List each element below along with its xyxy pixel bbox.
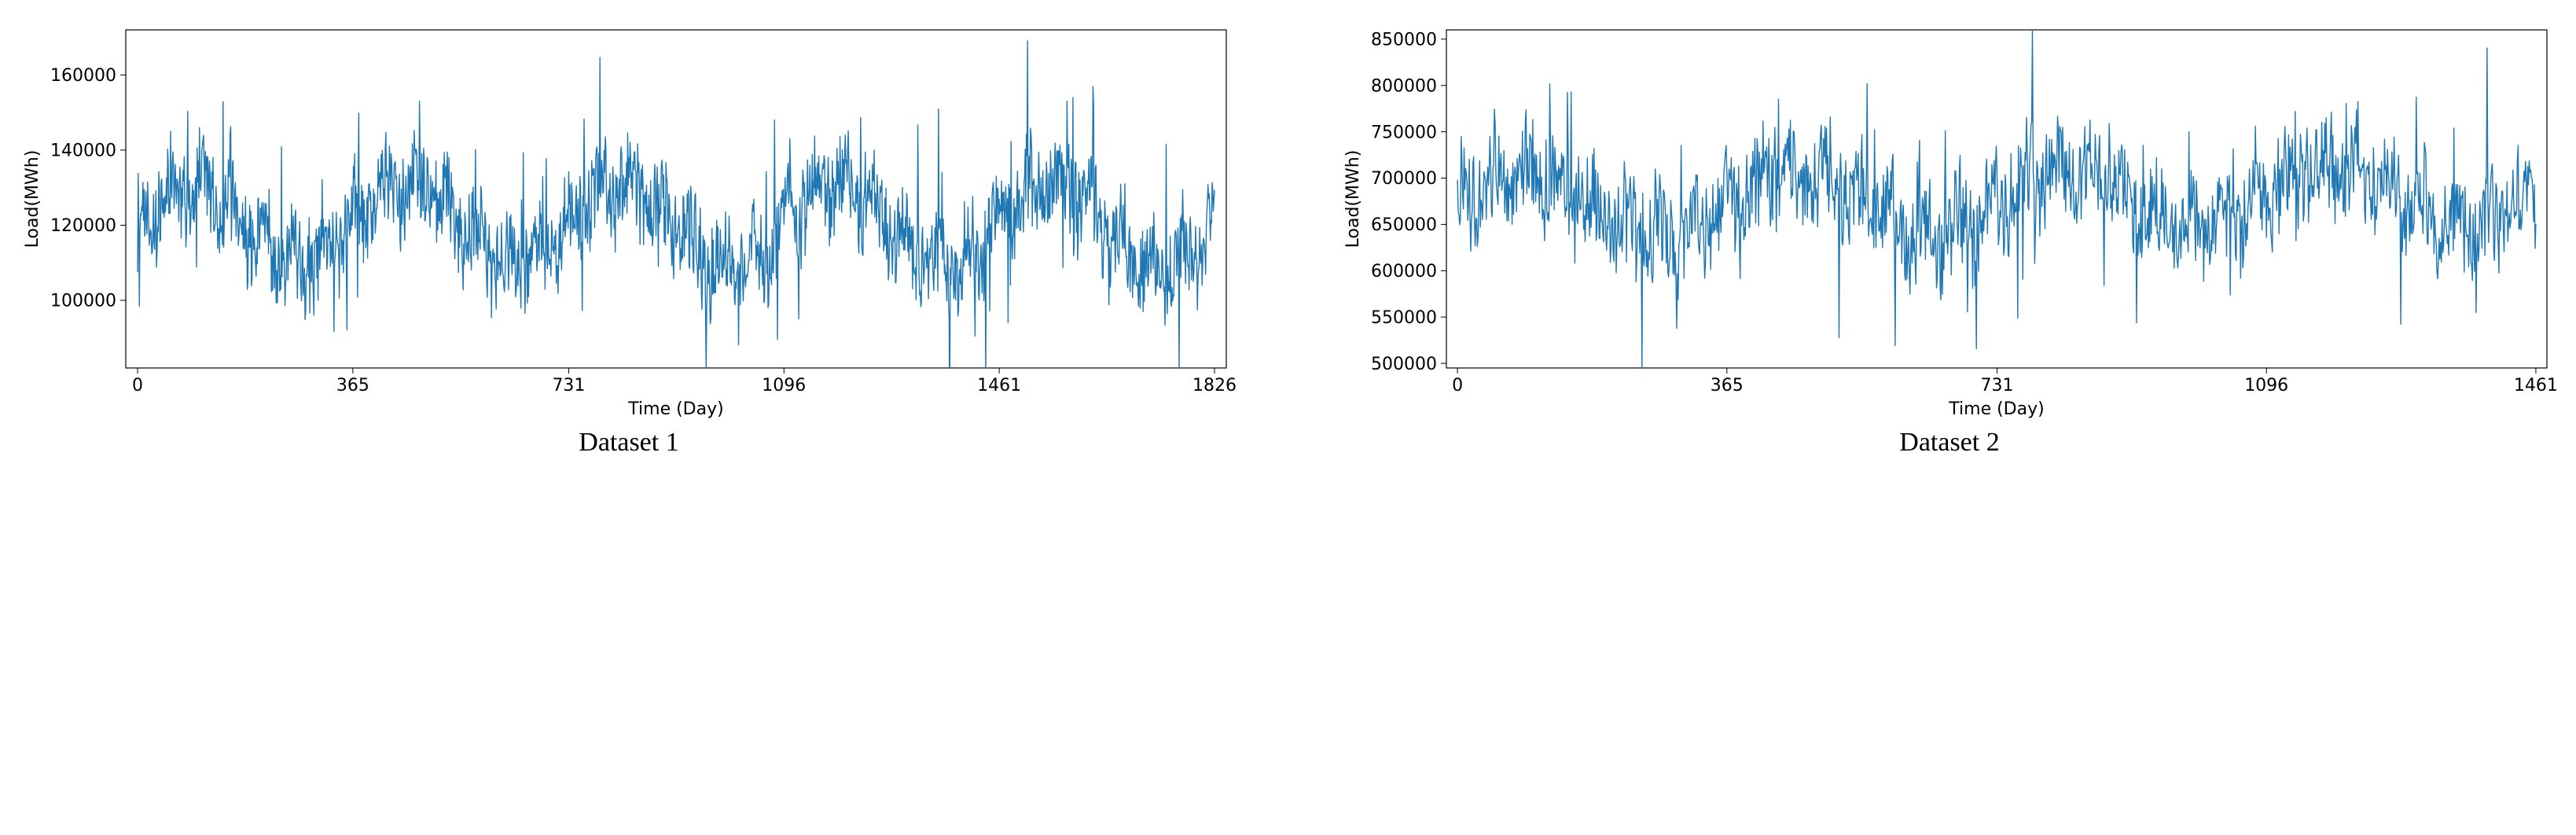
svg-text:731: 731 [552,376,585,395]
svg-text:800000: 800000 [1371,76,1437,96]
line-chart-dataset-2: 0 365 731 1096 1461 500000 550000 600000 650000 7… [1336,16,2563,423]
svg-text:1096: 1096 [762,376,806,395]
svg-text:550000: 550000 [1371,308,1437,328]
chart-dataset-2: 0 365 731 1096 1461 500000 550000 600000 650000 7… [1336,16,2563,423]
svg-text:1461: 1461 [2514,376,2558,395]
caption-dataset-2: Dataset 2 [1899,428,1999,458]
svg-text:365: 365 [1711,376,1744,395]
svg-text:650000: 650000 [1371,215,1437,235]
svg-text:120000: 120000 [50,216,116,236]
svg-text:Time (Day): Time (Day) [1948,399,2044,419]
svg-text:1461: 1461 [977,376,1021,395]
svg-text:Time (Day): Time (Day) [627,399,723,419]
svg-text:0: 0 [1452,376,1463,395]
svg-text:365: 365 [336,376,369,395]
svg-text:160000: 160000 [50,66,116,86]
svg-text:850000: 850000 [1371,30,1437,50]
svg-text:731: 731 [1980,376,2013,395]
svg-text:1096: 1096 [2244,376,2288,395]
svg-text:600000: 600000 [1371,262,1437,281]
svg-text:Load(MWh): Load(MWh) [1343,150,1363,248]
svg-text:750000: 750000 [1371,123,1437,142]
svg-text:Load(MWh): Load(MWh) [23,150,42,248]
svg-text:0: 0 [132,376,143,395]
svg-text:700000: 700000 [1371,169,1437,189]
line-chart-dataset-1: 0 365 731 1096 1461 1826 100000 120000 140000 160… [16,16,1242,423]
chart-dataset-1: 0 365 731 1096 1461 1826 100000 120000 140000 160… [16,16,1242,423]
caption-dataset-1: Dataset 1 [579,428,678,458]
svg-text:1826: 1826 [1192,376,1237,395]
panel-dataset-1: 0 365 731 1096 1461 1826 100000 120000 140000 160… [16,16,1242,458]
svg-text:500000: 500000 [1371,355,1437,374]
svg-text:100000: 100000 [50,292,116,311]
svg-text:140000: 140000 [50,142,116,161]
panel-dataset-2: 0 365 731 1096 1461 500000 550000 600000 650000 7… [1336,16,2563,458]
